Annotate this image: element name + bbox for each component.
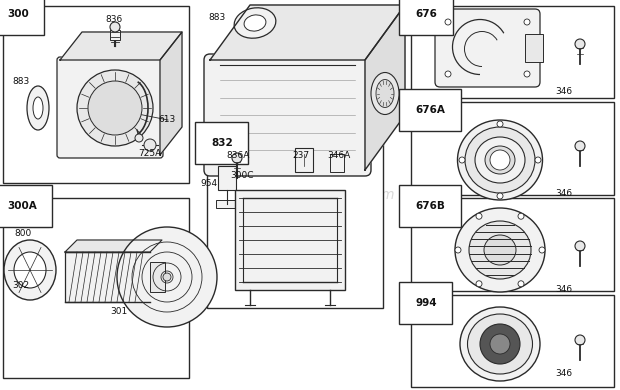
Circle shape: [497, 193, 503, 199]
Text: eReplacementParts.com: eReplacementParts.com: [225, 188, 395, 202]
Text: 346: 346: [555, 369, 572, 379]
Bar: [207, 135, 383, 308]
Circle shape: [476, 213, 482, 219]
Ellipse shape: [469, 221, 531, 279]
Text: 346: 346: [555, 87, 572, 96]
Text: 300: 300: [7, 9, 29, 19]
Ellipse shape: [371, 73, 399, 115]
Circle shape: [524, 71, 530, 77]
Text: 676A: 676A: [415, 105, 445, 115]
Ellipse shape: [485, 146, 515, 174]
Ellipse shape: [455, 208, 545, 292]
Text: 301: 301: [110, 307, 127, 317]
Ellipse shape: [27, 86, 49, 130]
Bar: [295, 148, 313, 172]
Text: 836A: 836A: [226, 151, 249, 161]
Bar: [3, 198, 189, 378]
Circle shape: [459, 157, 465, 163]
Circle shape: [445, 71, 451, 77]
Polygon shape: [160, 32, 182, 155]
Text: 346A: 346A: [327, 151, 350, 161]
Ellipse shape: [376, 80, 394, 108]
Text: 302: 302: [12, 280, 29, 289]
Circle shape: [455, 247, 461, 253]
Text: 676B: 676B: [415, 201, 445, 211]
Text: 883: 883: [208, 12, 225, 21]
Text: 676: 676: [415, 9, 437, 19]
Bar: [411, 295, 614, 387]
Ellipse shape: [234, 8, 276, 38]
Circle shape: [575, 335, 585, 345]
Text: 346: 346: [555, 188, 572, 197]
Ellipse shape: [244, 15, 266, 31]
Polygon shape: [210, 5, 405, 60]
Circle shape: [135, 134, 143, 142]
Polygon shape: [60, 32, 182, 60]
Ellipse shape: [465, 127, 535, 193]
Ellipse shape: [484, 235, 516, 265]
Text: 832: 832: [211, 138, 232, 148]
Bar: [3, 6, 189, 183]
Ellipse shape: [33, 97, 43, 119]
Circle shape: [490, 150, 510, 170]
Circle shape: [518, 213, 524, 219]
FancyBboxPatch shape: [435, 9, 540, 87]
Ellipse shape: [475, 137, 525, 183]
Bar: [411, 198, 614, 291]
Circle shape: [497, 121, 503, 127]
Ellipse shape: [4, 240, 56, 300]
Ellipse shape: [14, 252, 46, 288]
FancyBboxPatch shape: [57, 57, 163, 158]
Text: 613: 613: [158, 115, 175, 124]
Text: 346: 346: [555, 285, 572, 294]
Text: 954: 954: [200, 179, 217, 188]
Bar: [525, 34, 543, 62]
Ellipse shape: [88, 81, 142, 135]
Circle shape: [524, 19, 530, 25]
Circle shape: [144, 139, 156, 151]
Circle shape: [232, 153, 242, 163]
Bar: [216, 200, 238, 208]
Text: 300C: 300C: [230, 172, 254, 181]
Text: 883: 883: [12, 78, 29, 87]
Circle shape: [117, 227, 217, 327]
Ellipse shape: [77, 70, 153, 146]
Circle shape: [518, 281, 524, 287]
Circle shape: [575, 39, 585, 49]
Circle shape: [490, 334, 510, 354]
Bar: [14, 201, 49, 227]
Text: 836: 836: [105, 16, 122, 25]
Polygon shape: [65, 240, 162, 252]
FancyBboxPatch shape: [204, 54, 371, 176]
Bar: [218, 166, 236, 190]
Circle shape: [480, 324, 520, 364]
Text: 994: 994: [415, 298, 436, 308]
Bar: [65, 252, 150, 302]
Circle shape: [539, 247, 545, 253]
Circle shape: [575, 241, 585, 251]
Text: 800: 800: [14, 229, 31, 239]
Text: 300A: 300A: [7, 201, 37, 211]
Circle shape: [535, 157, 541, 163]
Bar: [110, 30, 120, 40]
Circle shape: [163, 273, 171, 281]
Text: 237: 237: [292, 151, 309, 161]
Bar: [235, 190, 345, 290]
Circle shape: [476, 281, 482, 287]
Circle shape: [575, 141, 585, 151]
Ellipse shape: [458, 120, 542, 200]
Bar: [330, 154, 344, 172]
Polygon shape: [365, 5, 405, 170]
Bar: [411, 102, 614, 195]
Ellipse shape: [460, 307, 540, 381]
Circle shape: [445, 19, 451, 25]
Text: 725A: 725A: [138, 149, 161, 158]
Circle shape: [110, 22, 120, 32]
Ellipse shape: [467, 314, 533, 374]
Bar: [150, 262, 165, 292]
Bar: [411, 6, 614, 98]
